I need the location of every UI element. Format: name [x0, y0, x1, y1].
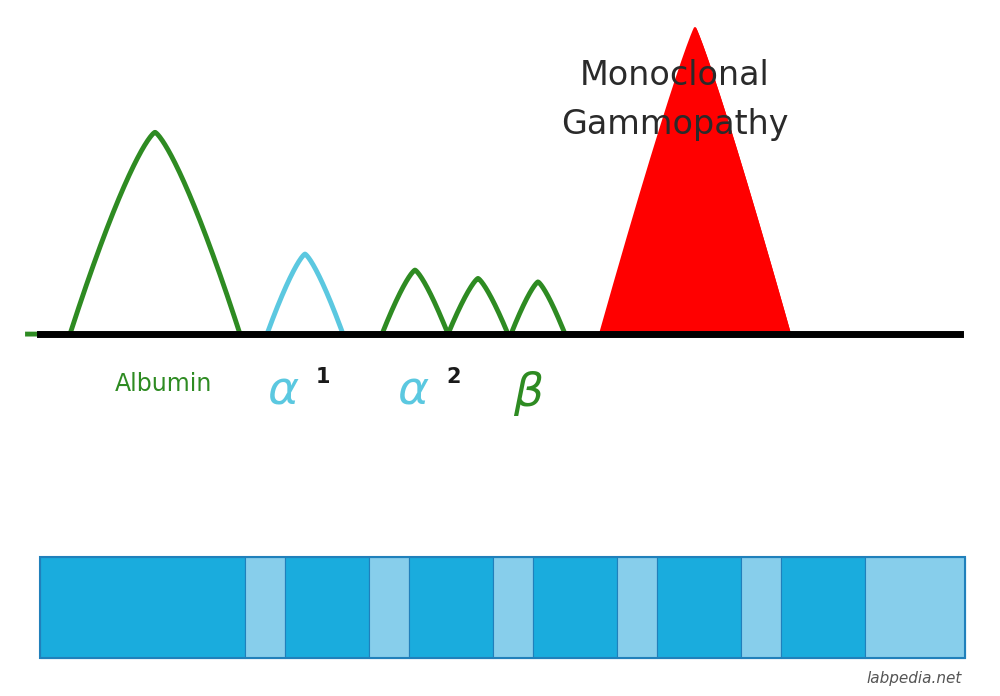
- Bar: [657, 557, 741, 658]
- Text: Albumin: Albumin: [115, 372, 212, 396]
- Bar: [493, 557, 533, 658]
- Bar: [409, 557, 493, 658]
- Bar: [369, 557, 409, 658]
- Bar: [533, 557, 617, 658]
- Bar: [40, 557, 245, 658]
- Bar: [40, 557, 965, 658]
- Text: labpedia.net: labpedia.net: [867, 670, 962, 686]
- Text: 2: 2: [446, 367, 460, 387]
- Text: Monoclonal: Monoclonal: [580, 59, 770, 92]
- Bar: [781, 557, 865, 658]
- Text: Gammopathy: Gammopathy: [561, 108, 789, 141]
- Bar: [865, 557, 965, 658]
- Bar: [741, 557, 781, 658]
- Text: $\alpha$: $\alpha$: [397, 369, 429, 414]
- Bar: [617, 557, 657, 658]
- Text: 1: 1: [316, 367, 330, 387]
- Text: $\alpha$: $\alpha$: [267, 369, 299, 414]
- Bar: [285, 557, 369, 658]
- Bar: [245, 557, 285, 658]
- Text: $\beta$: $\beta$: [513, 369, 543, 418]
